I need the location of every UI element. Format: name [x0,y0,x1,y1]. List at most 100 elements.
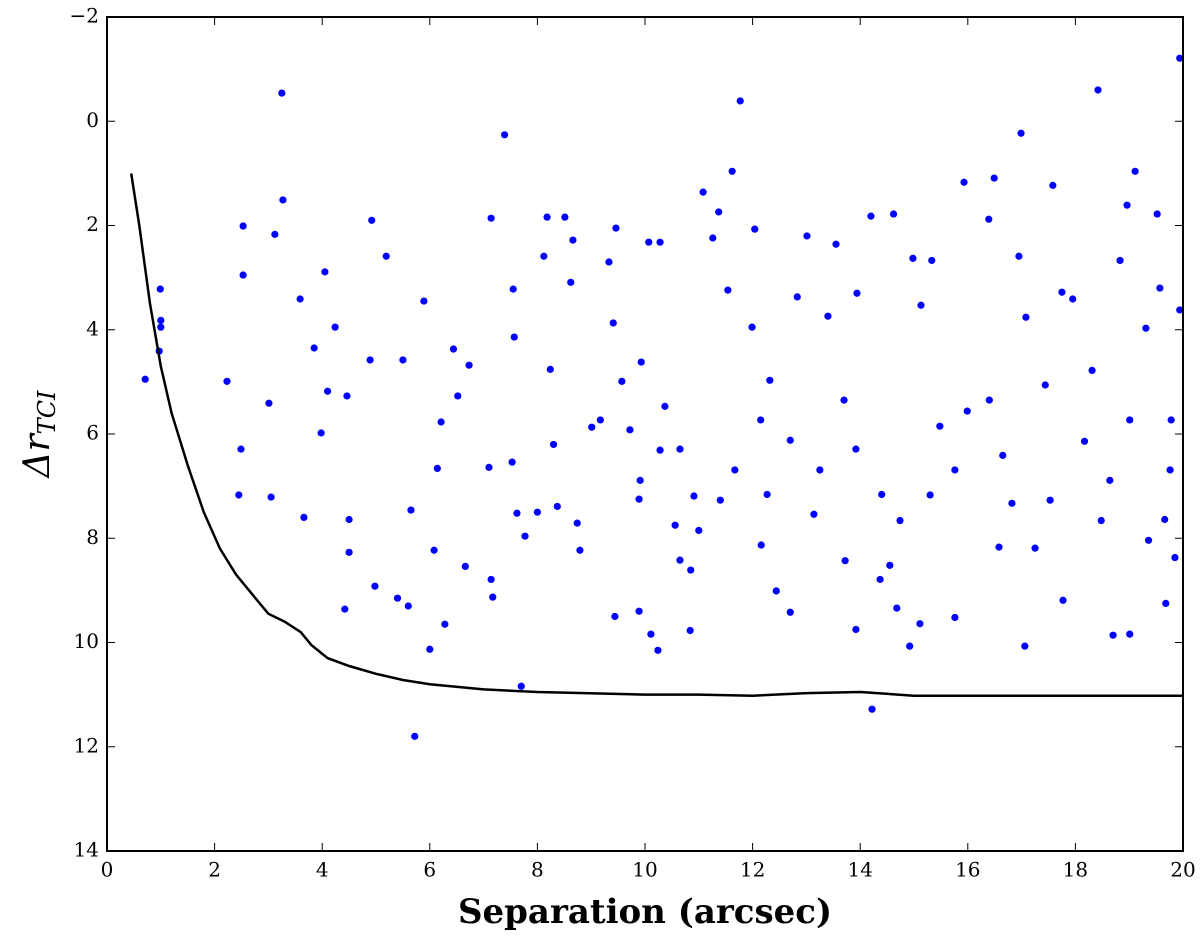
point [239,222,247,230]
y-tick-label: 0 [86,108,99,132]
point [893,604,901,612]
point [239,271,247,279]
point [510,333,518,341]
point [661,402,669,410]
x-tick-label: 6 [423,858,436,882]
point [465,361,473,369]
point [300,513,308,522]
point [517,682,525,690]
point [605,258,613,266]
point [1161,515,1169,524]
point [296,295,304,303]
point [852,445,860,453]
point [1106,476,1114,484]
point [928,256,936,265]
point [960,178,968,186]
point [567,278,575,286]
point [909,254,917,262]
point [430,546,438,554]
point [853,289,861,297]
y-tick-label: 6 [86,421,99,445]
point [553,502,561,511]
point [1142,324,1150,332]
point [757,416,765,424]
point [917,301,925,309]
point [1080,437,1089,445]
point [731,466,739,474]
point [407,506,415,514]
point [766,376,774,384]
point [1017,129,1025,137]
point [995,543,1003,551]
point [461,562,469,570]
point [1088,366,1096,375]
point [540,252,548,260]
point [656,238,664,246]
x-tick-label: 20 [1170,858,1195,882]
point [786,436,794,444]
point [500,131,509,139]
point [886,561,894,569]
point [916,620,924,628]
point [533,508,542,516]
x-tick-label: 2 [208,858,221,882]
point [1058,288,1066,296]
point [317,429,325,437]
point [223,377,231,385]
point [1041,381,1049,389]
point [141,375,149,383]
point [763,490,771,499]
point [1167,416,1175,424]
point [878,490,886,499]
point [573,519,581,527]
point [906,642,914,650]
point [404,602,412,610]
point [433,464,441,473]
point [265,399,273,407]
point [368,216,376,224]
x-tick-label: 10 [632,858,657,882]
point [985,396,993,404]
y-label-subscript: TCI [33,390,61,434]
point [647,630,655,638]
point [635,607,643,615]
point [1109,631,1117,639]
point [1176,54,1184,62]
point [751,225,759,233]
point [156,285,164,293]
point [832,240,840,248]
y-tick-label: 12 [74,733,99,757]
point [840,396,848,404]
point [489,593,497,601]
point [546,365,554,373]
point [508,458,516,466]
y-tick-label: 10 [74,629,99,653]
point [549,440,558,449]
x-tick-label: 4 [316,858,329,882]
point [1015,252,1023,260]
x-tick-label: 16 [955,858,980,882]
point [686,626,694,635]
point [1021,642,1029,650]
point [690,492,698,500]
point [1156,284,1164,292]
point [990,174,998,182]
point [999,451,1007,459]
point [715,208,723,216]
point [437,418,445,426]
point [271,230,279,238]
point [343,392,351,400]
point [543,213,551,221]
point [889,210,898,218]
point [1153,210,1161,218]
point [1144,536,1153,544]
point [936,422,944,430]
point [596,416,604,424]
x-tick-label: 18 [1063,858,1088,882]
point [636,476,644,484]
point [841,557,849,565]
point [736,97,744,105]
point [237,445,245,453]
point [803,232,811,240]
